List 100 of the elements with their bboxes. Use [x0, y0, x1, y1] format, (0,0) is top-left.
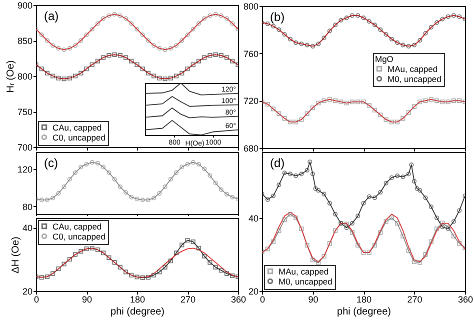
- point: [84, 246, 89, 252]
- y-tick-label: 850: [17, 36, 32, 46]
- point: [90, 62, 94, 67]
- annotation: (a): [44, 9, 59, 23]
- point: [162, 264, 168, 270]
- point: [134, 196, 140, 202]
- point: [451, 98, 456, 103]
- point: [310, 105, 316, 110]
- point: [434, 20, 440, 25]
- point: [168, 46, 173, 51]
- point: [90, 26, 94, 32]
- point: [174, 43, 179, 48]
- point: [44, 38, 50, 43]
- point: [327, 241, 332, 246]
- point: [224, 271, 230, 276]
- point: [322, 254, 326, 259]
- point: [78, 38, 84, 43]
- point: [101, 55, 106, 60]
- y-tick-label: 760: [243, 48, 258, 59]
- point: [361, 200, 366, 206]
- point: [140, 275, 145, 280]
- point: [84, 32, 89, 38]
- point: [327, 200, 332, 206]
- point: [106, 13, 112, 18]
- point: [400, 174, 406, 180]
- point: [310, 258, 316, 262]
- y-tick-label: 120: [17, 164, 32, 174]
- point: [418, 188, 422, 193]
- y-tick-label: 40: [248, 213, 258, 224]
- point: [400, 116, 406, 121]
- point: [451, 219, 456, 224]
- point: [78, 70, 84, 76]
- point: [372, 108, 378, 112]
- point: [457, 208, 462, 213]
- y-tick-label: 680: [243, 144, 258, 154]
- point: [350, 230, 354, 235]
- point: [271, 194, 276, 198]
- legend-label: C0, uncapped: [52, 132, 106, 142]
- point: [73, 170, 78, 175]
- point: [327, 97, 332, 102]
- point: [406, 172, 411, 176]
- point: [389, 175, 394, 180]
- point: [428, 25, 434, 30]
- point: [434, 216, 440, 220]
- point: [299, 226, 304, 232]
- point: [446, 14, 450, 19]
- point: [124, 16, 128, 21]
- point: [327, 28, 332, 34]
- x-axis-title: phi (degree): [337, 306, 391, 318]
- point: [395, 40, 400, 45]
- point: [440, 224, 445, 230]
- point: [265, 197, 270, 202]
- point: [62, 262, 66, 266]
- point: [62, 47, 66, 52]
- point: [344, 100, 349, 106]
- point: [208, 53, 212, 58]
- point: [310, 172, 316, 176]
- y-axis-title: Hᵣ (Oe): [5, 60, 16, 93]
- point: [157, 76, 162, 80]
- point: [412, 104, 417, 109]
- point: [322, 192, 326, 196]
- point: [44, 274, 50, 279]
- point: [338, 18, 344, 22]
- point: [423, 98, 428, 103]
- point: [101, 250, 106, 256]
- y-tick-label: 40: [22, 223, 32, 234]
- point: [299, 42, 304, 46]
- point: [366, 103, 372, 108]
- point: [288, 36, 292, 42]
- point: [106, 255, 112, 260]
- point: [78, 249, 84, 254]
- point: [276, 182, 282, 188]
- point: [265, 246, 270, 252]
- y-tick-label: 80: [22, 202, 32, 212]
- point: [440, 100, 445, 104]
- point: [218, 13, 224, 18]
- point: [224, 16, 230, 21]
- point: [202, 166, 207, 172]
- point: [333, 212, 338, 216]
- point: [213, 264, 218, 270]
- point: [134, 26, 140, 32]
- point: [112, 52, 117, 57]
- point: [389, 36, 394, 42]
- point: [378, 190, 383, 195]
- point: [316, 100, 321, 106]
- point: [101, 164, 106, 170]
- point: [112, 176, 117, 182]
- point: [310, 44, 316, 48]
- point: [344, 222, 349, 226]
- point: [73, 74, 78, 78]
- point: [406, 248, 411, 254]
- point: [412, 42, 417, 48]
- point: [294, 120, 298, 124]
- point: [299, 172, 304, 176]
- point: [140, 198, 145, 202]
- point: [174, 170, 179, 175]
- point: [118, 13, 122, 18]
- point: [213, 52, 218, 57]
- point: [90, 160, 94, 165]
- point: [378, 112, 383, 118]
